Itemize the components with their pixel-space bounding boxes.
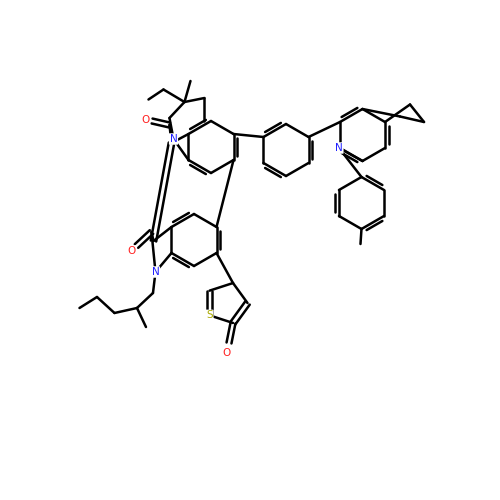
Text: O: O [222, 348, 230, 358]
Text: N: N [152, 267, 160, 277]
Text: O: O [142, 115, 150, 125]
Text: O: O [128, 246, 136, 256]
Text: S: S [206, 310, 213, 320]
Text: N: N [170, 134, 177, 144]
Text: N: N [335, 143, 343, 153]
